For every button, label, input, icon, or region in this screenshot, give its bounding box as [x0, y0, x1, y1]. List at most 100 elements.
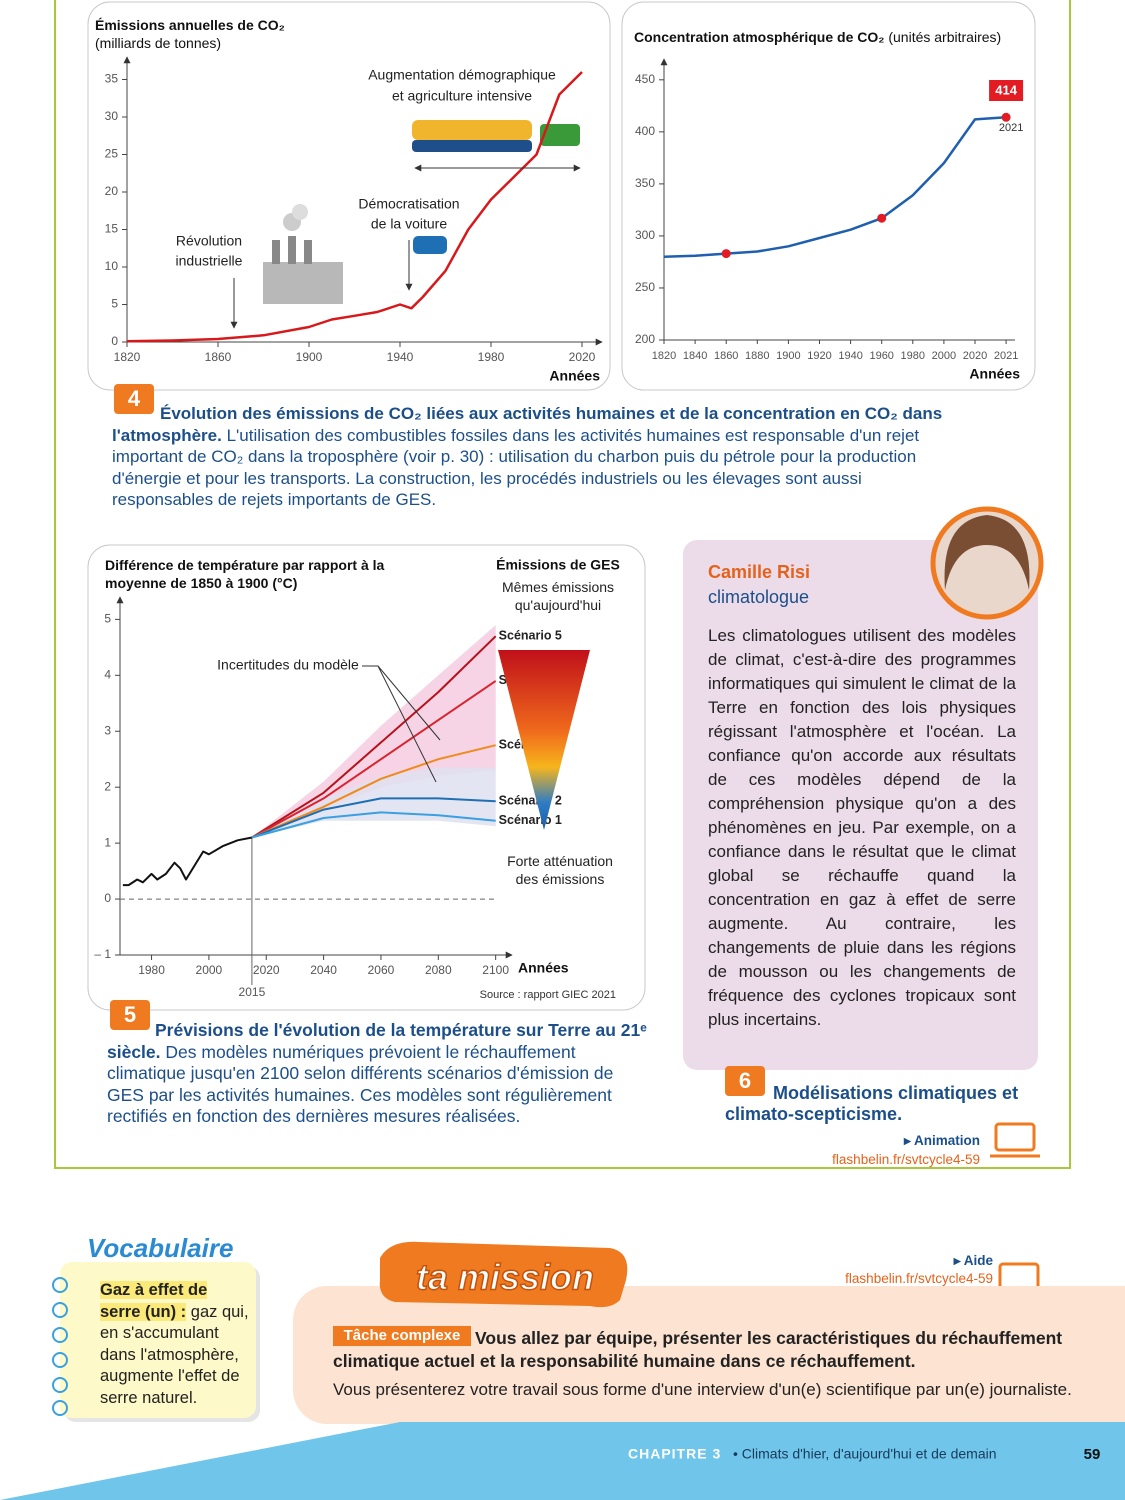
x-tick-label: 1960 [869, 350, 893, 362]
y-tick-label: 200 [635, 332, 655, 346]
caption-title: Prévisions de l'évolution de la températ… [107, 1020, 647, 1062]
doc-badge [114, 384, 154, 414]
chart-illustration [263, 120, 580, 304]
year-marker-label: 2015 [239, 985, 266, 999]
x-tick-label: 2000 [196, 963, 223, 977]
x-axis-label: Années [549, 368, 600, 384]
x-tick-label: 1880 [745, 350, 769, 362]
x-tick-label: 2040 [310, 963, 337, 977]
y-tick-label: 30 [105, 109, 119, 123]
portrait-hair [944, 515, 1030, 590]
x-tick-label: 2021 [994, 350, 1018, 362]
x-tick-label: 1940 [387, 350, 414, 364]
x-tick-label: 2060 [368, 963, 395, 977]
y-tick-label: 0 [104, 891, 111, 905]
value-label-bg [989, 80, 1024, 101]
link[interactable]: flashbelin.fr/svtcycle4-59 [832, 1152, 980, 1167]
series-line [251, 744, 496, 839]
spiral [52, 1277, 68, 1416]
x-tick-label: 1820 [652, 350, 676, 362]
chart-title: Émissions annuelles de CO₂ (milliards de … [95, 16, 395, 52]
concentration-line [663, 116, 1007, 258]
caption-text: Des modèles numériques prévoient le réch… [107, 1041, 614, 1127]
link-label: ▸ Animation [903, 1133, 980, 1148]
interview-text: Les climatologues utilisent des modèles … [708, 626, 1016, 1029]
mission-title: ta mission [416, 1257, 594, 1298]
x-tick-label: 1940 [838, 350, 862, 362]
x-tick-label: 1900 [776, 350, 800, 362]
interviewee-name: Camille Risi [708, 562, 811, 582]
y-tick-label: 2 [104, 779, 111, 793]
series-line [251, 680, 497, 839]
y-tick-label: 1 [104, 835, 111, 849]
mission-task: Vous allez par équipe, présenter les car… [333, 1328, 1063, 1371]
y-tick-label: 5 [104, 612, 111, 626]
annotation: Incertitudes du modèle [217, 657, 359, 673]
chart-box [621, 1, 1036, 391]
x-tick-label: 2020 [569, 350, 596, 364]
y-tick-label: 450 [635, 72, 655, 86]
x-tick-label: 2020 [963, 350, 987, 362]
y-tick-label: 15 [105, 222, 119, 236]
value-label: 414 [995, 82, 1017, 97]
help-label: ▸ Aide [953, 1253, 993, 1268]
x-tick-label: 1840 [683, 350, 707, 362]
x-tick-label: 1860 [714, 350, 738, 362]
y-tick-label: 20 [105, 184, 119, 198]
series-line [122, 836, 253, 887]
tag-bg [333, 1326, 471, 1346]
mission-band [293, 1286, 1125, 1424]
section-frame [54, 0, 1071, 1169]
doc-number: 6 [739, 1068, 751, 1093]
laptop-icon [990, 1122, 1044, 1298]
subtitle: (unités arbitraires) [888, 29, 1002, 45]
annotation: industrielle [176, 253, 243, 269]
mission-title-bg [379, 1241, 628, 1308]
doc-number: 5 [124, 1002, 136, 1027]
y-tick-label: 0 [111, 334, 118, 348]
caption-text: L'utilisation des combustibles fossiles … [112, 425, 920, 510]
x-tick-label: 2000 [932, 350, 956, 362]
series-line [251, 811, 496, 839]
footer-title: • Climats d'hier, d'aujourd'hui et de de… [733, 1446, 997, 1462]
x-axis-label: Années [969, 366, 1020, 382]
x-tick-label: 2100 [482, 963, 509, 977]
x-tick-label: 1980 [138, 963, 165, 977]
vocab-definition: gaz qui, en s'accumulant dans l'atmosphè… [100, 1302, 249, 1407]
x-tick-label: 1920 [807, 350, 831, 362]
point [721, 249, 731, 259]
y-tick-label: 5 [111, 297, 118, 311]
point [1001, 112, 1011, 122]
subtitle: (milliards de tonnes) [95, 35, 222, 51]
interviewee-role: climatologue [708, 587, 810, 607]
legend-gradient [498, 650, 590, 830]
series-line [251, 797, 496, 839]
series-label: Scénario 5 [499, 628, 562, 642]
series-label: Scénario 1 [499, 813, 562, 827]
legend-bottom: Forte atténuation des émissions [507, 853, 613, 887]
y-tick-label: 4 [104, 667, 111, 681]
annotation: Démocratisation [358, 196, 459, 212]
doc5-caption: Prévisions de l'évolution de la températ… [107, 1020, 647, 1128]
doc6-caption: Modélisations climatiques et climato-sce… [725, 1083, 1019, 1124]
page-number: 59 [1084, 1446, 1101, 1463]
x-tick-label: 2080 [425, 963, 452, 977]
y-tick-label: 35 [105, 72, 119, 86]
title: Émissions annuelles de CO₂ [95, 17, 285, 33]
doc-number: 4 [128, 386, 141, 411]
footer-band [0, 1422, 1125, 1500]
point [877, 213, 887, 223]
mission-instruction: Vous présenterez votre travail sous form… [333, 1380, 1072, 1399]
legend-top: Mêmes émissions qu'aujourd'hui [501, 579, 615, 613]
emissions-line [126, 71, 583, 343]
annotation: et agriculture intensive [392, 88, 532, 104]
doc-badge [110, 1000, 150, 1030]
point-year: 2021 [999, 122, 1023, 134]
y-tick-label: 350 [635, 176, 655, 190]
chart-title: Concentration atmosphérique de CO₂ (unit… [634, 28, 1034, 46]
help-link[interactable]: flashbelin.fr/svtcycle4-59 [845, 1271, 993, 1286]
